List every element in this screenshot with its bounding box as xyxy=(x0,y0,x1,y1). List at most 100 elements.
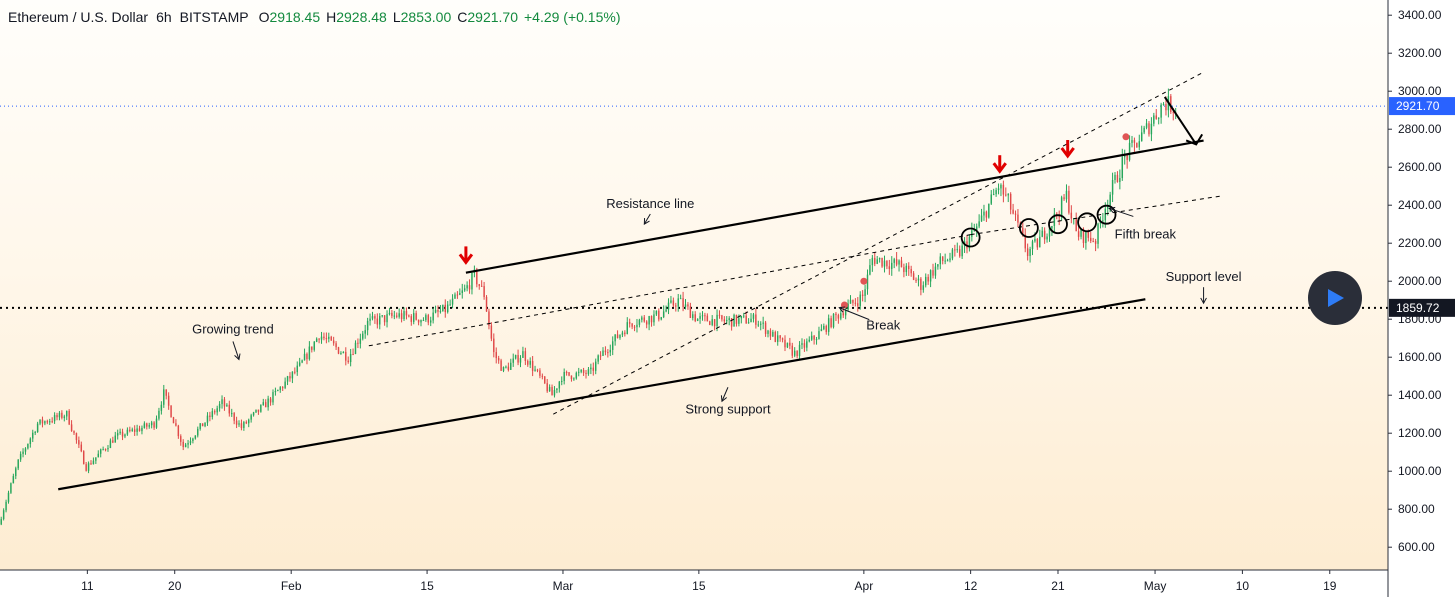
candle-body xyxy=(561,380,563,382)
candle-body xyxy=(1060,197,1063,218)
candle-body xyxy=(1048,228,1051,237)
candle-body xyxy=(36,423,39,433)
candle-body xyxy=(912,273,915,280)
candles-layer xyxy=(0,88,1177,526)
candle-body xyxy=(131,429,133,432)
candle-body xyxy=(466,285,468,289)
candle-body xyxy=(827,318,830,332)
candle-body xyxy=(500,360,502,371)
candle-body xyxy=(793,350,796,356)
candle-body xyxy=(133,429,136,432)
candle-body xyxy=(980,215,983,222)
candle-body xyxy=(7,492,10,502)
candle-body xyxy=(383,315,386,323)
candle-body xyxy=(645,321,648,325)
candle-body xyxy=(1104,208,1107,221)
candle-body xyxy=(267,398,269,408)
candle-body xyxy=(362,333,364,339)
candle-body xyxy=(781,338,784,340)
candle-body xyxy=(1026,248,1029,256)
arrow-head xyxy=(1060,147,1075,159)
candle-body xyxy=(776,335,779,342)
candle-body xyxy=(313,341,315,350)
candle-body xyxy=(437,309,439,312)
candle-body xyxy=(199,423,201,429)
candle-body xyxy=(898,260,900,265)
candle-body xyxy=(417,319,420,323)
candle-body xyxy=(716,314,718,327)
candle-body xyxy=(648,316,650,325)
y-tick-label: 1200.00 xyxy=(1398,426,1442,440)
candle-body xyxy=(954,249,956,251)
candle-body xyxy=(599,355,602,357)
candle-body xyxy=(900,260,903,268)
candle-body xyxy=(102,449,104,451)
strong-support-line xyxy=(58,298,1146,491)
candle-body xyxy=(1097,223,1099,244)
candle-body xyxy=(531,361,534,371)
x-tick-label: 21 xyxy=(1051,579,1065,593)
candle-body xyxy=(1009,193,1012,210)
trendlines-layer xyxy=(58,71,1224,491)
candle-body xyxy=(573,378,575,380)
candle-body xyxy=(575,372,578,379)
candle-body xyxy=(750,318,752,323)
candle-body xyxy=(815,339,818,341)
candle-body xyxy=(306,353,308,360)
candle-body xyxy=(587,369,590,374)
candle-body xyxy=(138,428,141,432)
candle-body xyxy=(968,236,971,249)
candle-body xyxy=(619,334,621,339)
candle-body xyxy=(446,304,449,313)
resistance-line xyxy=(465,139,1204,274)
candle-body xyxy=(165,389,167,396)
candle-body xyxy=(148,425,150,427)
candle-body xyxy=(861,294,864,296)
candle-body xyxy=(75,433,78,441)
arrow-head xyxy=(458,253,474,265)
candle-body xyxy=(68,410,70,425)
play-icon xyxy=(1328,289,1344,307)
candle-body xyxy=(798,344,801,357)
candle-body xyxy=(194,435,197,439)
candle-body xyxy=(398,313,400,317)
candle-body xyxy=(1085,231,1087,244)
interval-label[interactable]: 6h xyxy=(156,9,172,25)
candle-body xyxy=(920,278,922,290)
candle-body xyxy=(257,409,260,412)
annotation-label: Strong support xyxy=(685,401,771,416)
candle-body xyxy=(432,312,434,321)
candle-body xyxy=(527,360,529,365)
candle-body xyxy=(422,320,425,322)
candle-body xyxy=(124,434,126,437)
red-dot xyxy=(840,301,848,309)
candle-body xyxy=(743,315,745,317)
candle-body xyxy=(73,430,75,434)
candle-body xyxy=(840,313,842,319)
candle-body xyxy=(1090,237,1092,241)
candle-body xyxy=(252,412,255,416)
candle-body xyxy=(1138,141,1141,148)
candle-body xyxy=(1000,184,1002,189)
candle-body xyxy=(975,226,978,230)
candle-body xyxy=(272,392,274,403)
candle-body xyxy=(1119,178,1121,183)
candle-body xyxy=(233,413,235,421)
candle-body xyxy=(121,431,124,437)
candle-body xyxy=(354,342,357,354)
candle-body xyxy=(155,418,158,428)
candle-body xyxy=(116,433,119,436)
candle-body xyxy=(476,269,478,285)
candle-body xyxy=(328,336,330,339)
y-tick-label: 3000.00 xyxy=(1398,84,1442,98)
candle-body xyxy=(818,331,820,340)
symbol-name[interactable]: Ethereum / U.S. Dollar xyxy=(8,9,149,25)
candle-body xyxy=(609,349,612,353)
candle-body xyxy=(490,325,493,339)
annotation-pointer xyxy=(839,307,870,321)
candle-body xyxy=(92,460,95,465)
play-button[interactable] xyxy=(1308,271,1362,325)
candle-body xyxy=(730,318,733,327)
candle-body xyxy=(1145,123,1148,128)
